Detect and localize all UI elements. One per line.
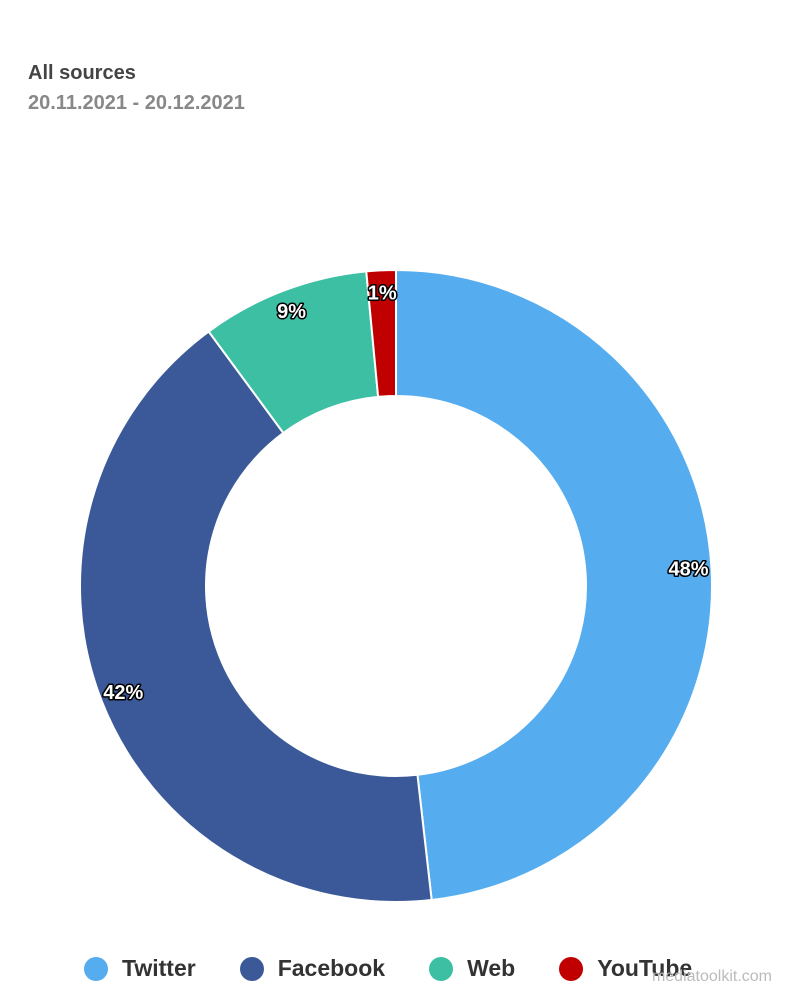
chart-date-range: 20.11.2021 - 20.12.2021 [28, 92, 245, 114]
watermark: mediatoolkit.com [651, 968, 772, 985]
legend-label-twitter: Twitter [122, 955, 196, 981]
chart-title: All sources [28, 62, 136, 84]
slice-facebook[interactable] [79, 330, 433, 903]
chart-header: All sources 20.11.2021 - 20.12.2021 [28, 60, 245, 116]
slice-youtube[interactable] [365, 268, 397, 398]
legend-label-youtube: YouTube [597, 955, 693, 981]
chart-legend: Twitter Facebook Web YouTube [84, 955, 736, 982]
donut-chart: 48% 42% 9% 1% [79, 268, 713, 903]
slice-label-youtube: 1% [368, 282, 397, 304]
slice-label-facebook: 42% [103, 682, 143, 704]
legend-marker-facebook [239, 956, 264, 981]
legend-label-facebook: Facebook [277, 955, 386, 981]
legend-item-web[interactable]: Web [429, 955, 515, 982]
slice-label-twitter: 48% [669, 558, 709, 580]
legend-marker-web [429, 956, 454, 981]
legend-label-web: Web [467, 955, 516, 981]
legend-marker-youtube [559, 956, 584, 981]
legend-item-twitter[interactable]: Twitter [84, 955, 196, 982]
legend-item-facebook[interactable]: Facebook [239, 955, 386, 982]
slice-label-web: 9% [277, 301, 306, 323]
legend-marker-twitter [84, 956, 108, 981]
legend-item-youtube[interactable]: YouTube [559, 955, 692, 982]
slice-twitter[interactable] [395, 268, 713, 902]
